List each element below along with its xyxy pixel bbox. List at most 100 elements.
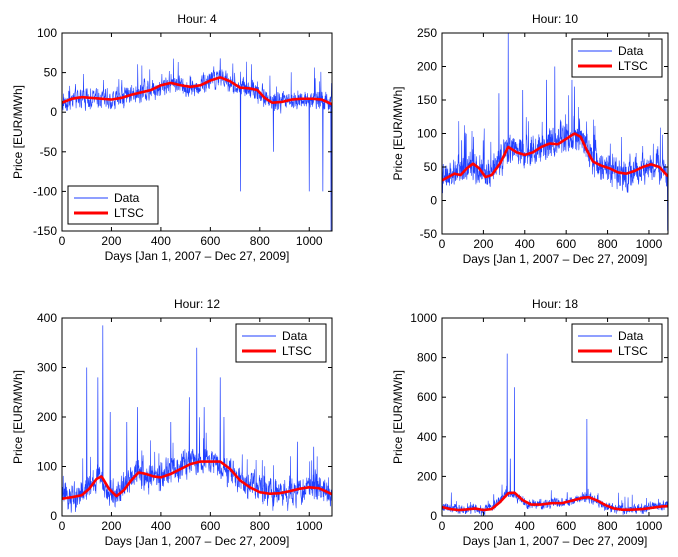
x-tick-label: 200 — [473, 237, 493, 251]
chart-title: Hour: 18 — [532, 297, 578, 311]
x-tick-label: 600 — [556, 519, 576, 533]
data-spike — [472, 136, 475, 165]
y-tick-label: 50 — [424, 160, 438, 174]
data-spike — [566, 492, 568, 503]
legend-box — [571, 323, 663, 363]
data-spike — [554, 66, 556, 143]
y-tick-label: 300 — [37, 361, 57, 375]
legend-box — [235, 323, 327, 363]
axes-box — [441, 317, 669, 517]
data-spike — [509, 458, 511, 493]
chart-title: Hour: 12 — [174, 297, 220, 311]
data-spike — [136, 407, 139, 472]
y-axis-label: Price [EUR/MWh] — [11, 85, 25, 179]
x-tick-label: 800 — [250, 234, 270, 248]
data-spike — [223, 416, 225, 466]
x-tick-label: 400 — [515, 237, 535, 251]
x-tick-label: 0 — [59, 234, 66, 248]
series-data-line — [62, 58, 332, 114]
legend-label-ltsc: LTSC — [282, 344, 312, 358]
y-tick-label: 800 — [417, 351, 437, 365]
y-tick-label: 100 — [417, 127, 437, 141]
y-axis-label: Price [EUR/MWh] — [391, 86, 405, 180]
legend-label-data: Data — [618, 44, 644, 58]
y-tick-label: 0 — [50, 105, 57, 119]
y-tick-label: 150 — [417, 93, 437, 107]
data-spike — [330, 102, 332, 231]
y-tick-label: 200 — [37, 410, 57, 424]
x-axis-label: Days [Jan 1, 2007 – Dec 27, 2009] — [463, 252, 648, 266]
y-tick-label: 0 — [50, 509, 57, 523]
x-tick-label: 800 — [598, 519, 618, 533]
series-data-line — [442, 484, 668, 516]
y-tick-label: 200 — [417, 469, 437, 483]
data-spike — [239, 88, 242, 192]
y-tick-label: 250 — [417, 26, 437, 40]
x-tick-label: 400 — [515, 519, 535, 533]
y-tick-label: 1000 — [410, 311, 437, 325]
legend-label-ltsc: LTSC — [618, 344, 648, 358]
data-spike — [507, 33, 509, 150]
x-tick-label: 0 — [439, 519, 446, 533]
y-tick-label: 400 — [417, 430, 437, 444]
data-spike — [102, 325, 104, 482]
data-spike — [196, 347, 198, 461]
x-axis-label: Days [Jan 1, 2007 – Dec 27, 2009] — [105, 534, 290, 548]
legend-label-data: Data — [618, 329, 644, 343]
data-spike — [109, 412, 111, 492]
y-tick-label: -100 — [33, 184, 57, 198]
chart-title: Hour: 4 — [177, 12, 217, 26]
legend-label-data: Data — [282, 329, 308, 343]
x-tick-label: 800 — [598, 237, 618, 251]
data-spike — [272, 101, 275, 152]
data-spike — [296, 441, 299, 491]
x-tick-label: 0 — [59, 519, 66, 533]
legend-label-ltsc: LTSC — [114, 206, 144, 220]
axes-box — [61, 32, 333, 232]
data-spike — [493, 494, 495, 507]
legend-label-data: Data — [114, 191, 140, 205]
x-tick-label: 600 — [556, 237, 576, 251]
data-spike — [571, 79, 573, 135]
data-spike — [506, 353, 508, 495]
data-spike — [219, 58, 221, 78]
y-tick-label: -50 — [40, 145, 58, 159]
x-tick-label: 400 — [151, 519, 171, 533]
x-tick-label: 200 — [101, 519, 121, 533]
data-spike — [308, 99, 310, 192]
legend-box — [571, 38, 663, 78]
x-tick-label: 1000 — [636, 519, 663, 533]
x-tick-label: 600 — [200, 519, 220, 533]
y-axis-label: Price [EUR/MWh] — [11, 370, 25, 464]
series-ltsc-line — [442, 132, 668, 182]
y-tick-label: 400 — [37, 311, 57, 325]
series-ltsc-line — [62, 460, 332, 500]
chart-title: Hour: 10 — [532, 12, 578, 26]
chart-panel-1: 0 200 400 600 800 1000 -150 -100 -50 0 50 100 Hour: … — [11, 12, 333, 263]
x-tick-label: 200 — [473, 519, 493, 533]
y-tick-label: 600 — [417, 390, 437, 404]
series-ltsc-line — [62, 76, 332, 106]
y-tick-label: 100 — [37, 26, 57, 40]
data-spike — [461, 140, 463, 171]
x-tick-label: 1000 — [636, 237, 663, 251]
y-tick-label: -50 — [420, 227, 438, 241]
chart-panel-3: 0 200 400 600 800 1000 0 100 200 300 400 Hour: 12 Da… — [11, 297, 333, 548]
x-tick-label: 200 — [101, 234, 121, 248]
y-tick-label: 0 — [430, 194, 437, 208]
data-spike — [203, 407, 205, 460]
x-tick-label: 800 — [250, 519, 270, 533]
x-tick-label: 1000 — [296, 234, 323, 248]
y-tick-label: -150 — [33, 224, 57, 238]
x-axis-label: Days [Jan 1, 2007 – Dec 27, 2009] — [105, 249, 290, 263]
data-spike — [86, 367, 88, 491]
chart-panel-2: 0 200 400 600 800 1000-50050100150200250Hour:… — [391, 12, 669, 266]
data-spike — [123, 96, 125, 109]
data-spike — [170, 421, 172, 472]
y-tick-label: 50 — [44, 66, 58, 80]
data-spike — [97, 377, 99, 479]
y-tick-label: 100 — [37, 460, 57, 474]
